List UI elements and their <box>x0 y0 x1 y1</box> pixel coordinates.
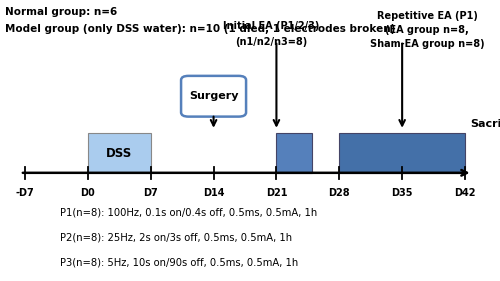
Text: D14: D14 <box>203 188 224 198</box>
Text: D7: D7 <box>144 188 158 198</box>
Text: D35: D35 <box>392 188 413 198</box>
Text: D28: D28 <box>328 188 350 198</box>
Text: Sham-EA group n=8): Sham-EA group n=8) <box>370 39 484 49</box>
Text: D0: D0 <box>80 188 95 198</box>
Text: Surgery: Surgery <box>189 91 238 101</box>
Text: P3(n=8): 5Hz, 10s on/90s off, 0.5ms, 0.5mA, 1h: P3(n=8): 5Hz, 10s on/90s off, 0.5ms, 0.5… <box>60 257 298 268</box>
Text: P1(n=8): 100Hz, 0.1s on/0.4s off, 0.5ms, 0.5mA, 1h: P1(n=8): 100Hz, 0.1s on/0.4s off, 0.5ms,… <box>60 208 318 218</box>
Text: -D7: -D7 <box>16 188 34 198</box>
Text: Repetitive EA (P1): Repetitive EA (P1) <box>376 11 478 21</box>
FancyBboxPatch shape <box>340 133 465 173</box>
Text: (EA group n=8,: (EA group n=8, <box>386 25 469 35</box>
Text: (n1/n2/n3=8): (n1/n2/n3=8) <box>236 37 308 47</box>
Text: Sacrificed: Sacrificed <box>470 119 500 129</box>
Text: P2(n=8): 25Hz, 2s on/3s off, 0.5ms, 0.5mA, 1h: P2(n=8): 25Hz, 2s on/3s off, 0.5ms, 0.5m… <box>60 233 292 243</box>
FancyBboxPatch shape <box>181 76 246 117</box>
FancyBboxPatch shape <box>88 133 150 173</box>
FancyBboxPatch shape <box>276 133 312 173</box>
Text: DSS: DSS <box>106 147 132 160</box>
Text: Initial EA (P1/2/3): Initial EA (P1/2/3) <box>223 21 320 31</box>
Text: Model group (only DSS water): n=10 (1 died, 1 electrodes broken): Model group (only DSS water): n=10 (1 di… <box>5 24 396 34</box>
Text: D21: D21 <box>266 188 287 198</box>
Text: Normal group: n=6: Normal group: n=6 <box>5 7 117 17</box>
Text: D42: D42 <box>454 188 476 198</box>
